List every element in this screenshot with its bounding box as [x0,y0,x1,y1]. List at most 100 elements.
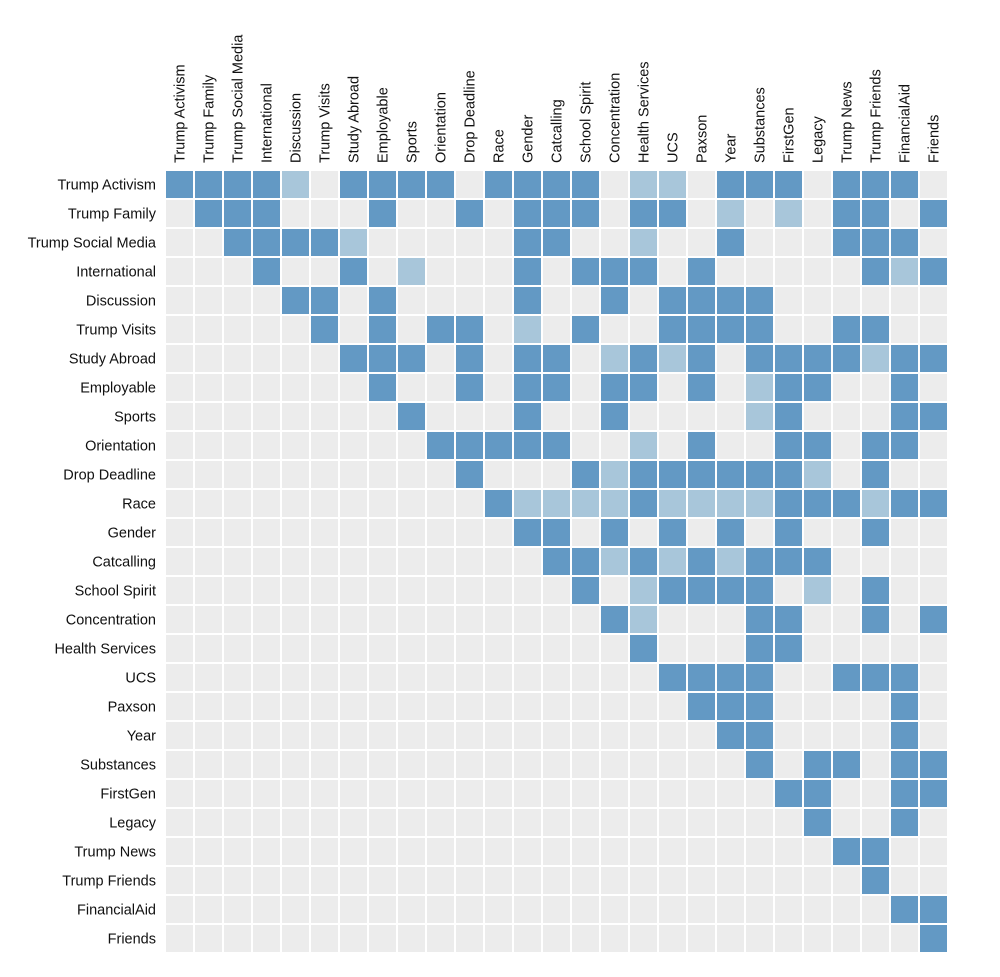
cell-paxson-x-catcalling [543,693,570,720]
column-label-sports: Sports [405,121,421,163]
cell-race-x-substances [746,490,773,517]
cell-school-spirit-x-discussion [282,577,309,604]
cell-trump-activism-x-trump-activism [166,171,193,198]
cell-discussion-x-race [485,287,512,314]
cell-trump-visits-x-financialaid [891,316,918,343]
cell-concentration-x-financialaid [891,606,918,633]
cell-trump-news-x-race [485,838,512,865]
cell-study-abroad-x-year [717,345,744,372]
column-label-firstgen: FirstGen [782,107,798,163]
cell-ucs-x-year [717,664,744,691]
cell-drop-deadline-x-trump-friends [862,461,889,488]
cell-trump-visits-x-trump-news [833,316,860,343]
cell-health-services-x-school-spirit [572,635,599,662]
cell-catcalling-x-international [253,548,280,575]
cell-sports-x-international [253,403,280,430]
cell-trump-news-x-health-services [630,838,657,865]
cell-study-abroad-x-race [485,345,512,372]
cell-catcalling-x-drop-deadline [456,548,483,575]
cell-gender-x-gender [514,519,541,546]
cell-paxson-x-trump-social-media [224,693,251,720]
cell-trump-activism-x-drop-deadline [456,171,483,198]
cell-health-services-x-firstgen [775,635,802,662]
cell-health-services-x-health-services [630,635,657,662]
cell-orientation-x-gender [514,432,541,459]
row-labels: Trump Activism Trump Family Trump Social M… [28,178,157,948]
cell-trump-visits-x-employable [369,316,396,343]
cell-trump-news-x-friends [920,838,947,865]
cell-international-x-school-spirit [572,258,599,285]
cell-trump-visits-x-firstgen [775,316,802,343]
cell-health-services-x-friends [920,635,947,662]
cell-trump-social-media-x-employable [369,229,396,256]
cell-international-x-orientation [427,258,454,285]
cell-trump-friends-x-employable [369,867,396,894]
cell-trump-visits-x-substances [746,316,773,343]
cell-discussion-x-paxson [688,287,715,314]
cell-catcalling-x-trump-social-media [224,548,251,575]
cell-trump-friends-x-race [485,867,512,894]
cell-drop-deadline-x-paxson [688,461,715,488]
cell-concentration-x-international [253,606,280,633]
cell-discussion-x-study-abroad [340,287,367,314]
cell-trump-friends-x-discussion [282,867,309,894]
cell-race-x-year [717,490,744,517]
cell-paxson-x-trump-friends [862,693,889,720]
cell-concentration-x-school-spirit [572,606,599,633]
cell-trump-friends-x-catcalling [543,867,570,894]
row-label-trump-visits: Trump Visits [76,323,156,339]
cell-trump-family-x-financialaid [891,200,918,227]
cell-health-services-x-legacy [804,635,831,662]
cell-discussion-x-international [253,287,280,314]
cell-school-spirit-x-legacy [804,577,831,604]
cell-discussion-x-discussion [282,287,309,314]
cell-study-abroad-x-sports [398,345,425,372]
cell-employable-x-trump-activism [166,374,193,401]
cell-race-x-discussion [282,490,309,517]
cell-sports-x-firstgen [775,403,802,430]
cell-ucs-x-trump-visits [311,664,338,691]
cell-financialaid-x-race [485,896,512,923]
cell-school-spirit-x-financialaid [891,577,918,604]
cell-paxson-x-year [717,693,744,720]
cell-trump-social-media-x-discussion [282,229,309,256]
cell-trump-family-x-trump-family [195,200,222,227]
cell-paxson-x-trump-activism [166,693,193,720]
cell-firstgen-x-orientation [427,780,454,807]
cell-ucs-x-friends [920,664,947,691]
row-label-sports: Sports [114,410,156,426]
cell-sports-x-trump-social-media [224,403,251,430]
cell-paxson-x-race [485,693,512,720]
cell-drop-deadline-x-trump-social-media [224,461,251,488]
cell-substances-x-international [253,751,280,778]
cell-trump-social-media-x-firstgen [775,229,802,256]
cell-study-abroad-x-study-abroad [340,345,367,372]
cell-paxson-x-concentration [601,693,628,720]
cell-firstgen-x-trump-visits [311,780,338,807]
cell-race-x-orientation [427,490,454,517]
cell-discussion-x-trump-news [833,287,860,314]
cell-ucs-x-discussion [282,664,309,691]
cell-health-services-x-catcalling [543,635,570,662]
cell-trump-visits-x-discussion [282,316,309,343]
cell-firstgen-x-friends [920,780,947,807]
cell-trump-activism-x-employable [369,171,396,198]
cell-year-x-health-services [630,722,657,749]
cell-concentration-x-trump-social-media [224,606,251,633]
cell-ucs-x-trump-social-media [224,664,251,691]
row-label-discussion: Discussion [86,294,156,310]
cell-trump-news-x-trump-friends [862,838,889,865]
cell-sports-x-sports [398,403,425,430]
cell-sports-x-gender [514,403,541,430]
cell-firstgen-x-ucs [659,780,686,807]
cell-trump-visits-x-study-abroad [340,316,367,343]
cell-legacy-x-study-abroad [340,809,367,836]
cell-firstgen-x-catcalling [543,780,570,807]
cell-race-x-gender [514,490,541,517]
cell-legacy-x-trump-activism [166,809,193,836]
cell-trump-activism-x-school-spirit [572,171,599,198]
cell-trump-social-media-x-trump-news [833,229,860,256]
column-label-friends: Friends [927,115,943,163]
cell-trump-news-x-trump-social-media [224,838,251,865]
cell-employable-x-school-spirit [572,374,599,401]
